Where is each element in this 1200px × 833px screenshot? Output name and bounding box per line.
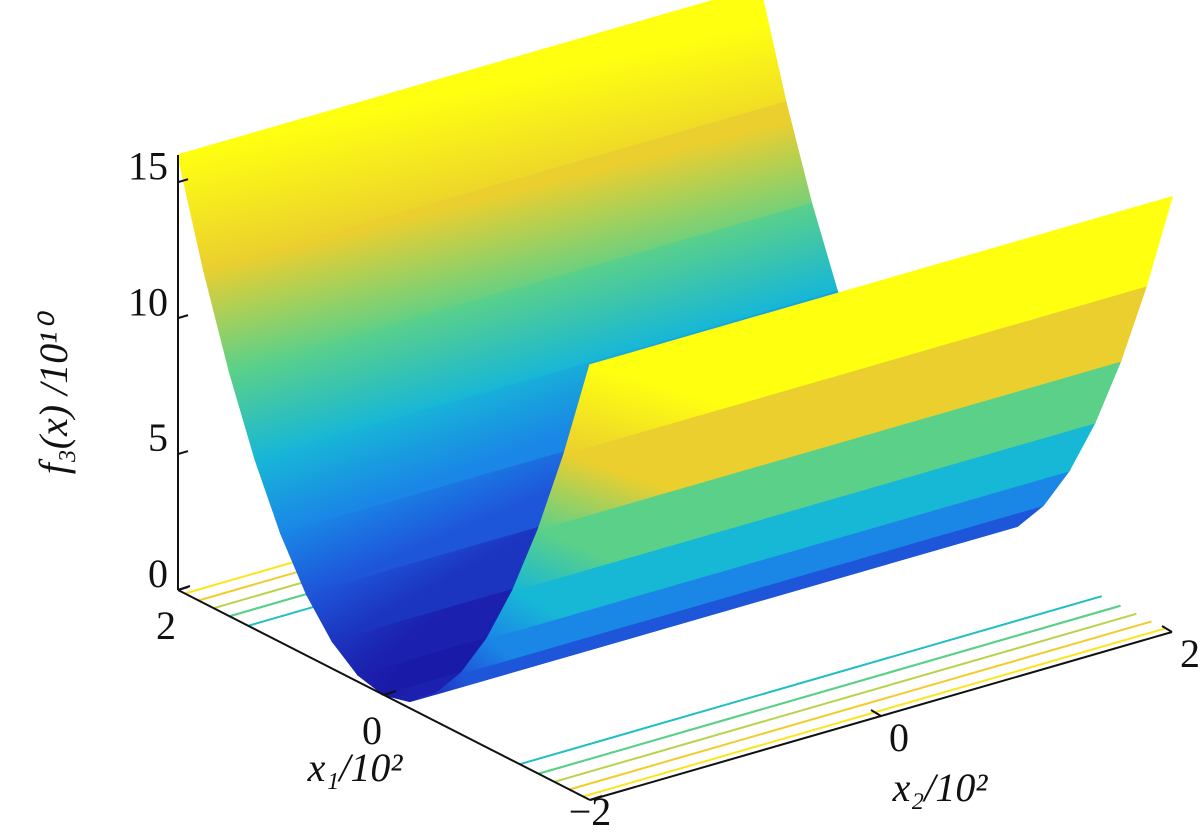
x-tick-label: 0 [362, 708, 382, 753]
axes: 0 5 10 15 −2 0 2 0 2 [128, 143, 1200, 833]
y-tick-label: 2 [1180, 631, 1200, 676]
y-tick [1161, 625, 1173, 633]
contour-line [519, 595, 1103, 766]
y-axis-label: x₂/10² [892, 765, 989, 810]
z-tick-label: 5 [148, 415, 168, 460]
y-tick [870, 709, 882, 717]
x-tick [177, 585, 191, 591]
contour-line [538, 604, 1121, 775]
x-tick-label: −2 [569, 789, 612, 833]
z-tick-label: 10 [128, 279, 168, 324]
z-tick [177, 178, 189, 184]
surface [177, 0, 1174, 798]
x-axis-label: x₁/10² [307, 745, 404, 790]
z-tick-label: 0 [148, 551, 168, 596]
y-tick-label: 0 [889, 715, 909, 760]
contour-line [554, 612, 1137, 783]
z-tick [177, 450, 189, 456]
surface-strip [563, 195, 1174, 455]
x-tick-label: 2 [156, 603, 176, 648]
z-tick-label: 15 [128, 143, 168, 188]
x-tick [383, 690, 397, 696]
contour-line [569, 620, 1152, 791]
z-axis-label: f₃(x) /10¹⁰ [31, 311, 76, 475]
z-tick [177, 314, 189, 320]
x-tick [589, 795, 603, 801]
